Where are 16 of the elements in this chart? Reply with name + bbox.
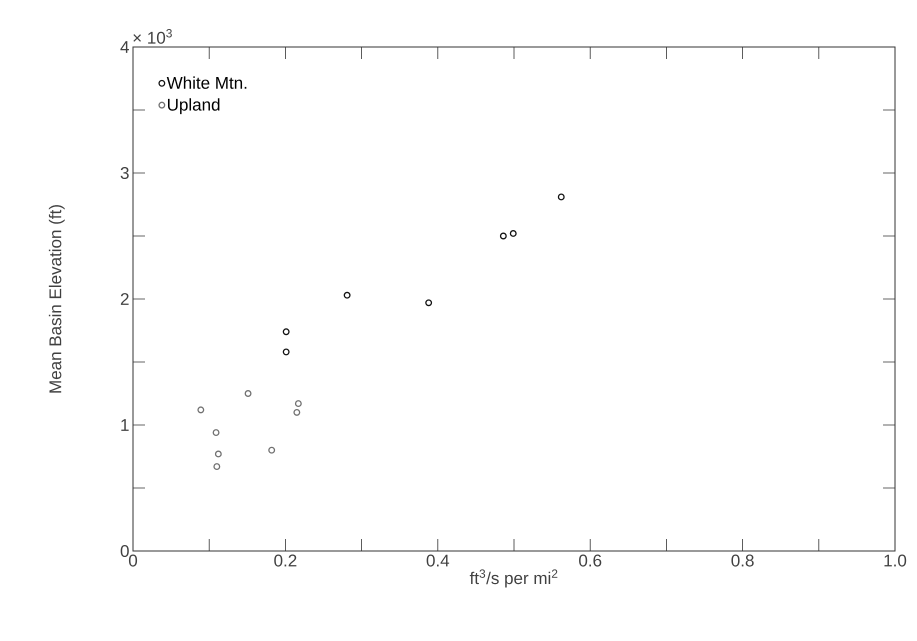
y-tick-label: 4 <box>120 41 129 53</box>
text: × 10$^{3}$ <box>133 29 172 44</box>
legend-label: Upland <box>168 98 220 114</box>
y-axis-title: Mean Basin Elevation (ft) <box>48 205 65 393</box>
x-tick-label: 0.6 <box>579 554 602 567</box>
y-tick-label: 3 <box>120 166 129 180</box>
x-tick-label: 0.4 <box>426 554 450 567</box>
x-tick-label: 0 <box>128 554 138 567</box>
legend-label: White Mtn. <box>166 76 246 89</box>
x-axis-title: ft$^{3}$/s per mi$^{2}$ <box>470 569 558 588</box>
x-tick-label: 1.0 <box>884 554 906 567</box>
y-tick-label: 2 <box>120 293 129 305</box>
x-tick-label: 0.2 <box>274 554 296 567</box>
y-tick-label: 1 <box>121 419 129 431</box>
y-tick-label: 0 <box>120 544 129 558</box>
x-tick-label: 0.8 <box>731 554 754 567</box>
